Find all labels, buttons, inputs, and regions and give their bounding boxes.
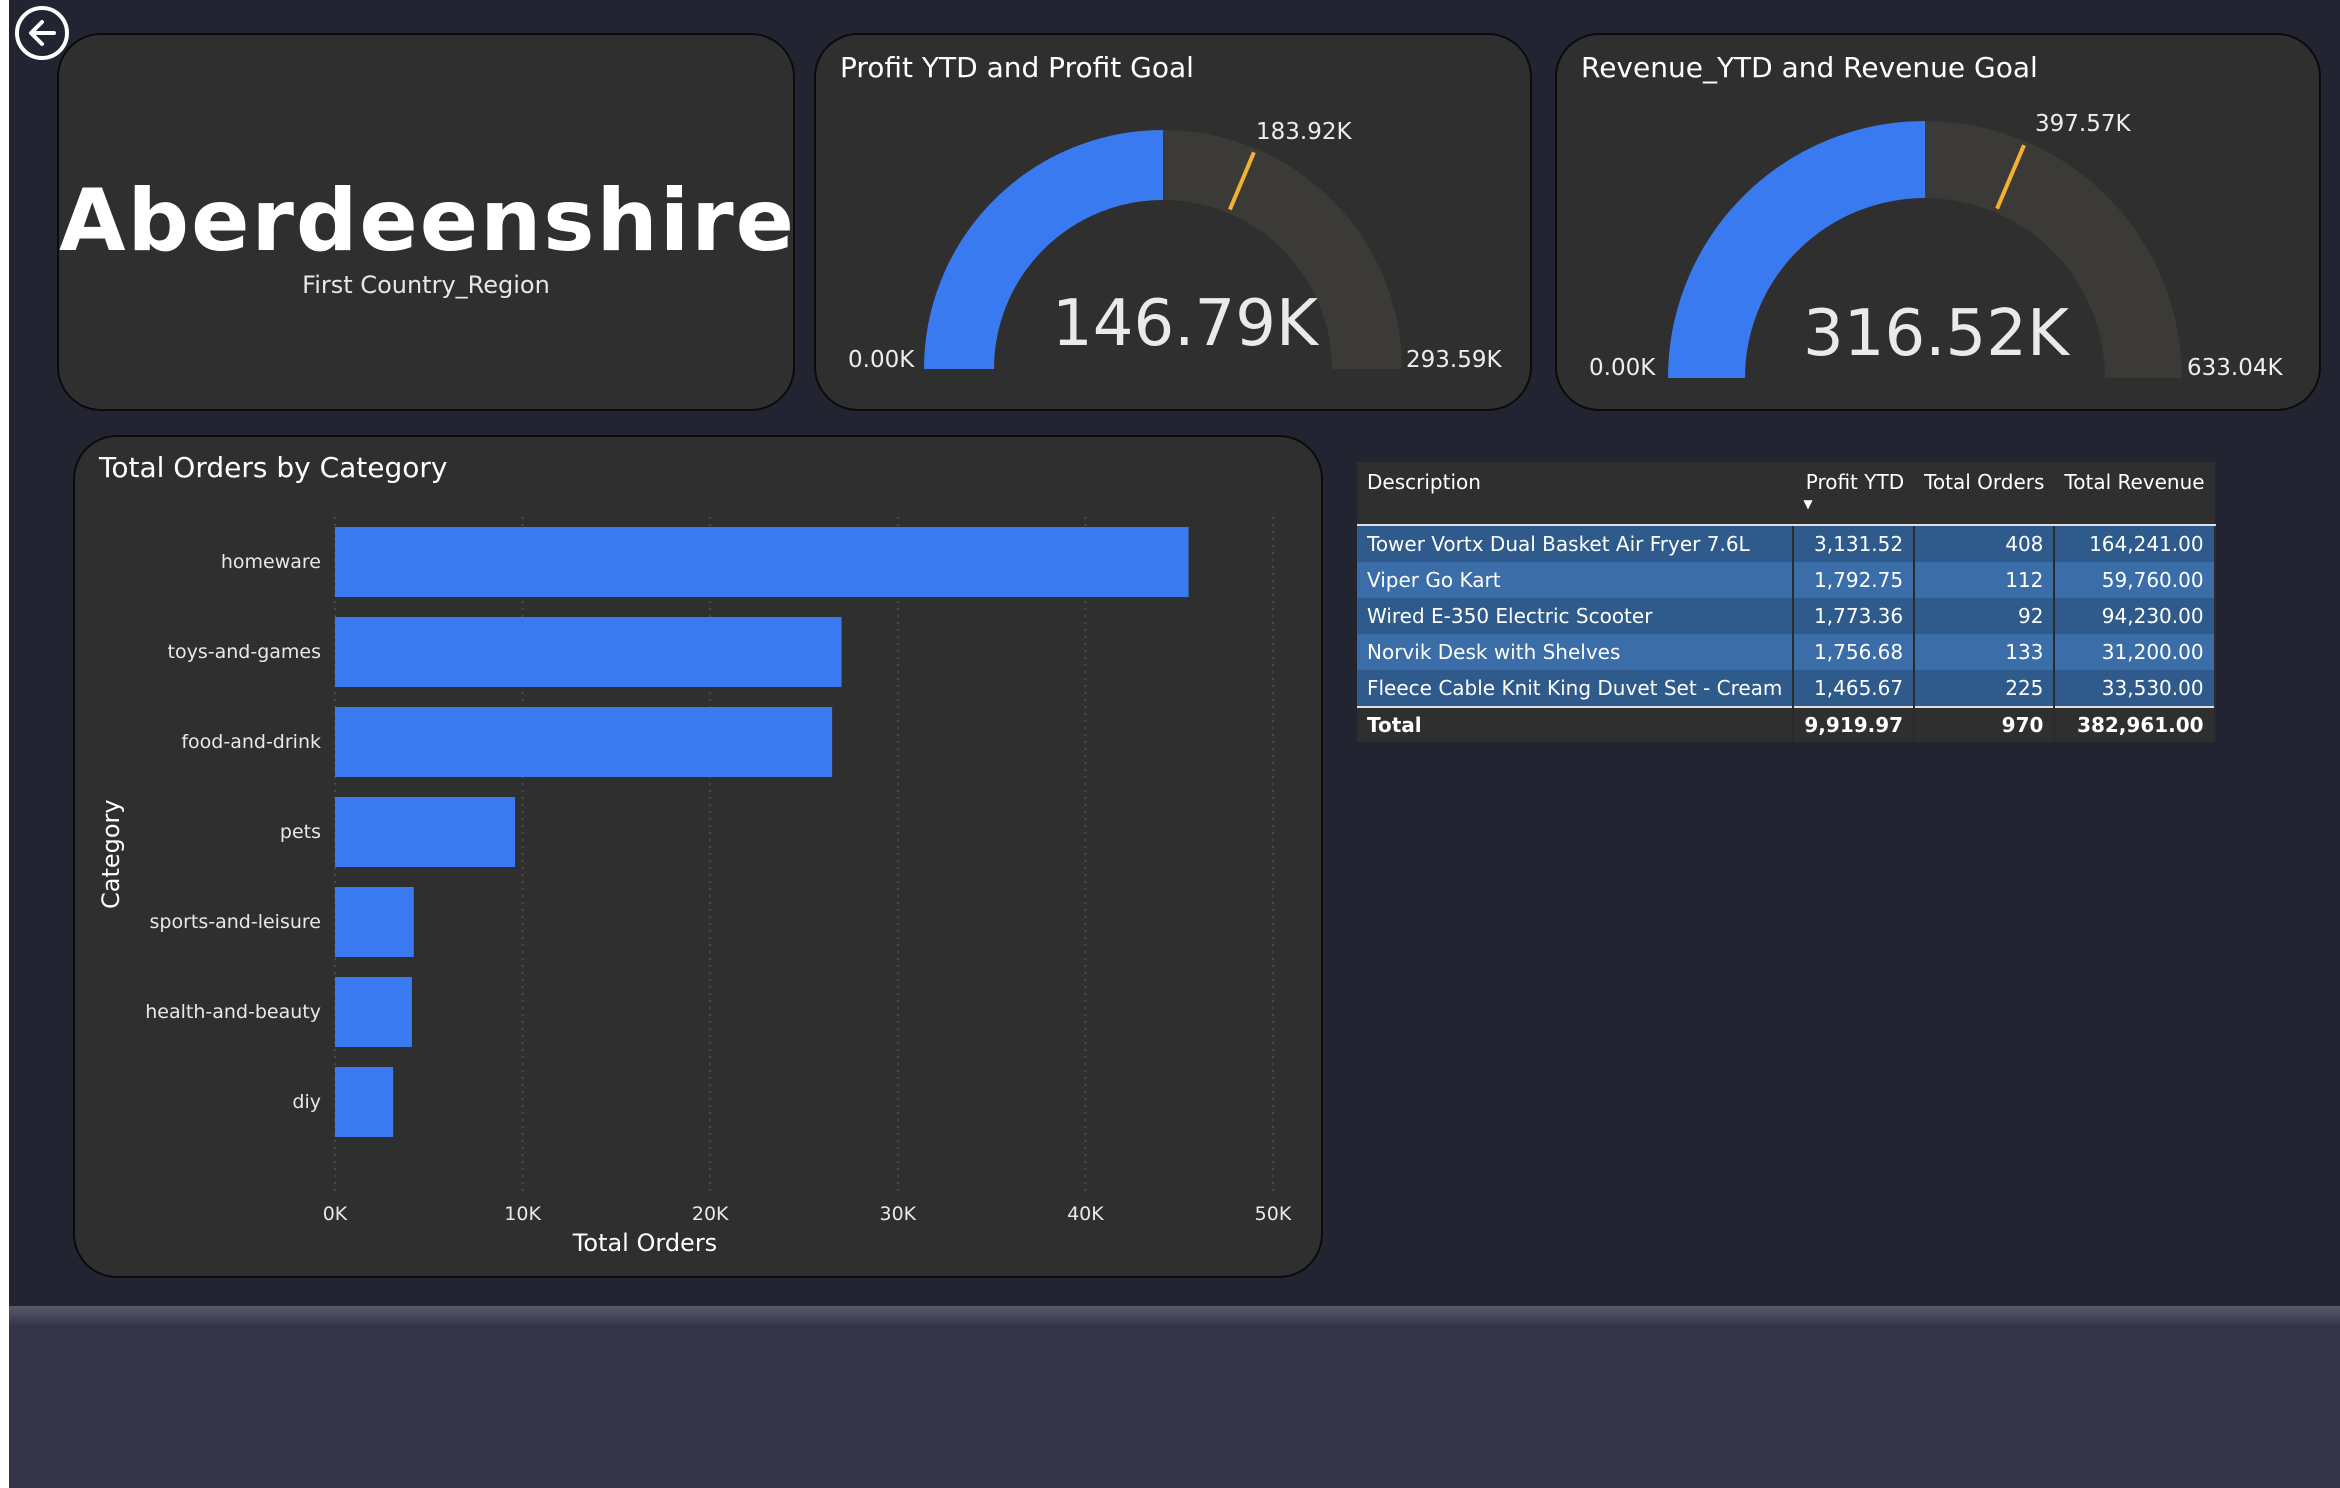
bar-diy[interactable] [335,1067,394,1137]
cell-description: Norvik Desk with Shelves [1357,634,1795,670]
column-header-description[interactable]: Description [1357,462,1794,526]
column-header-profit-ytd[interactable]: Profit YTD ▼ [1793,462,1915,526]
gauge-max-label: 633.04K [2187,355,2283,381]
back-button[interactable] [15,6,69,60]
profit-gauge-card[interactable]: Profit YTD and Profit Goal 183.92K 146.7… [814,33,1532,411]
cell-total-orders: 225 [1914,670,2056,707]
bar-pets[interactable] [335,797,516,867]
cell-description: Tower Vortx Dual Basket Air Fryer 7.6L [1357,525,1795,562]
table-row[interactable]: Viper Go Kart 1,792.75 112 59,760.00 [1357,562,2216,598]
cell-total-revenue: 94,230.00 [2054,598,2216,634]
back-arrow-circle-icon [29,20,56,46]
cell-total-orders: 92 [1914,598,2056,634]
category-label: homeware [220,551,321,573]
revenue-gauge [1668,121,2182,379]
table-total-row: Total 9,919.97 970 382,961.00 [1357,706,2216,742]
x-tick-label: 50K [1254,1203,1292,1225]
cell-total-profit-ytd: 9,919.97 [1793,706,1916,742]
bar-food-and-drink[interactable] [335,707,833,777]
cell-description: Wired E-350 Electric Scooter [1357,598,1795,634]
cell-total-orders: 112 [1914,562,2056,598]
bar-health-and-beauty[interactable] [335,977,412,1047]
category-label: diy [292,1091,321,1113]
chart-title: Total Orders by Category [99,451,448,484]
cell-total-orders: 133 [1914,634,2056,670]
category-label: health-and-beauty [145,1001,321,1023]
column-header-total-revenue[interactable]: Total Revenue [2054,462,2215,526]
gauge-value: 146.79K [1052,287,1318,361]
revenue-gauge-title: Revenue_YTD and Revenue Goal [1581,51,2038,84]
gauge-value: 316.52K [1803,297,2069,371]
orders-by-category-card[interactable]: Total Orders by Category Category Total … [73,435,1323,1278]
gauge-target-label: 397.57K [2035,111,2131,137]
cell-total-revenue: 59,760.00 [2054,562,2216,598]
cell-profit-ytd: 1,465.67 [1793,670,1916,707]
gauge-max-label: 293.59K [1406,347,1502,373]
cell-profit-ytd: 1,756.68 [1793,634,1916,670]
page-footer-shadow [9,1306,2340,1326]
cell-total-revenue: 33,530.00 [2054,670,2216,707]
x-tick-label: 40K [1067,1203,1104,1225]
region-label: First Country_Region [302,271,550,299]
table-row[interactable]: Tower Vortx Dual Basket Air Fryer 7.6L 3… [1357,525,2216,562]
cell-total-orders: 970 [1914,706,2056,742]
report-canvas: Aberdeenshire First Country_Region Profi… [9,0,2340,1488]
x-tick-label: 10K [504,1203,541,1225]
revenue-gauge-card[interactable]: Revenue_YTD and Revenue Goal 397.57K 316… [1555,33,2321,411]
gauge-fill [924,130,1164,370]
bar-toys-and-games[interactable] [335,617,842,687]
category-label: sports-and-leisure [149,911,321,933]
bar-chart-plot [334,517,1274,1195]
cell-total-revenue: 164,241.00 [2054,525,2216,562]
category-label: toys-and-games [167,641,321,663]
category-label: food-and-drink [181,731,321,753]
report-page: Aberdeenshire First Country_Region Profi… [9,0,2340,1310]
cell-profit-ytd: 1,792.75 [1793,562,1916,598]
bar-homeware[interactable] [335,527,1189,597]
sort-descending-icon: ▼ [1803,497,1813,511]
cell-description: Fleece Cable Knit King Duvet Set - Cream [1357,670,1795,707]
gauge-min-label: 0.00K [848,347,915,373]
cell-total-revenue: 31,200.00 [2054,634,2216,670]
cell-total-label: Total [1357,706,1795,742]
cell-description: Viper Go Kart [1357,562,1795,598]
cell-total-revenue: 382,961.00 [2054,706,2216,742]
gauge-target-marker [1228,151,1256,211]
x-tick-label: 20K [691,1203,729,1225]
gauge-target-label: 183.92K [1256,119,1352,145]
cell-profit-ytd: 3,131.52 [1793,525,1916,562]
x-tick-label: 30K [879,1203,917,1225]
bar-sports-and-leisure[interactable] [335,887,414,957]
category-label: pets [279,821,321,843]
cell-total-orders: 408 [1914,525,2056,562]
table-row[interactable]: Norvik Desk with Shelves 1,756.68 133 31… [1357,634,2216,670]
table-header-row: Description Profit YTD ▼ Total Orders To… [1357,462,2215,526]
profit-gauge-title: Profit YTD and Profit Goal [840,51,1194,84]
column-header-total-orders[interactable]: Total Orders [1914,462,2055,526]
gauge-fill [1668,121,1926,379]
region-name: Aberdeenshire [59,171,796,271]
region-card[interactable]: Aberdeenshire First Country_Region [57,33,795,411]
gauge-target-marker [1995,144,2026,210]
x-tick-label: 0K [322,1203,348,1225]
table-row[interactable]: Wired E-350 Electric Scooter 1,773.36 92… [1357,598,2216,634]
profit-gauge [924,130,1402,370]
cell-profit-ytd: 1,773.36 [1793,598,1916,634]
table-row[interactable]: Fleece Cable Knit King Duvet Set - Cream… [1357,670,2216,707]
x-axis-title: Total Orders [572,1229,718,1257]
product-table: Description Profit YTD ▼ Total Orders To… [1357,462,2216,742]
column-header-label: Profit YTD [1805,470,1905,494]
gauge-min-label: 0.00K [1589,355,1656,381]
